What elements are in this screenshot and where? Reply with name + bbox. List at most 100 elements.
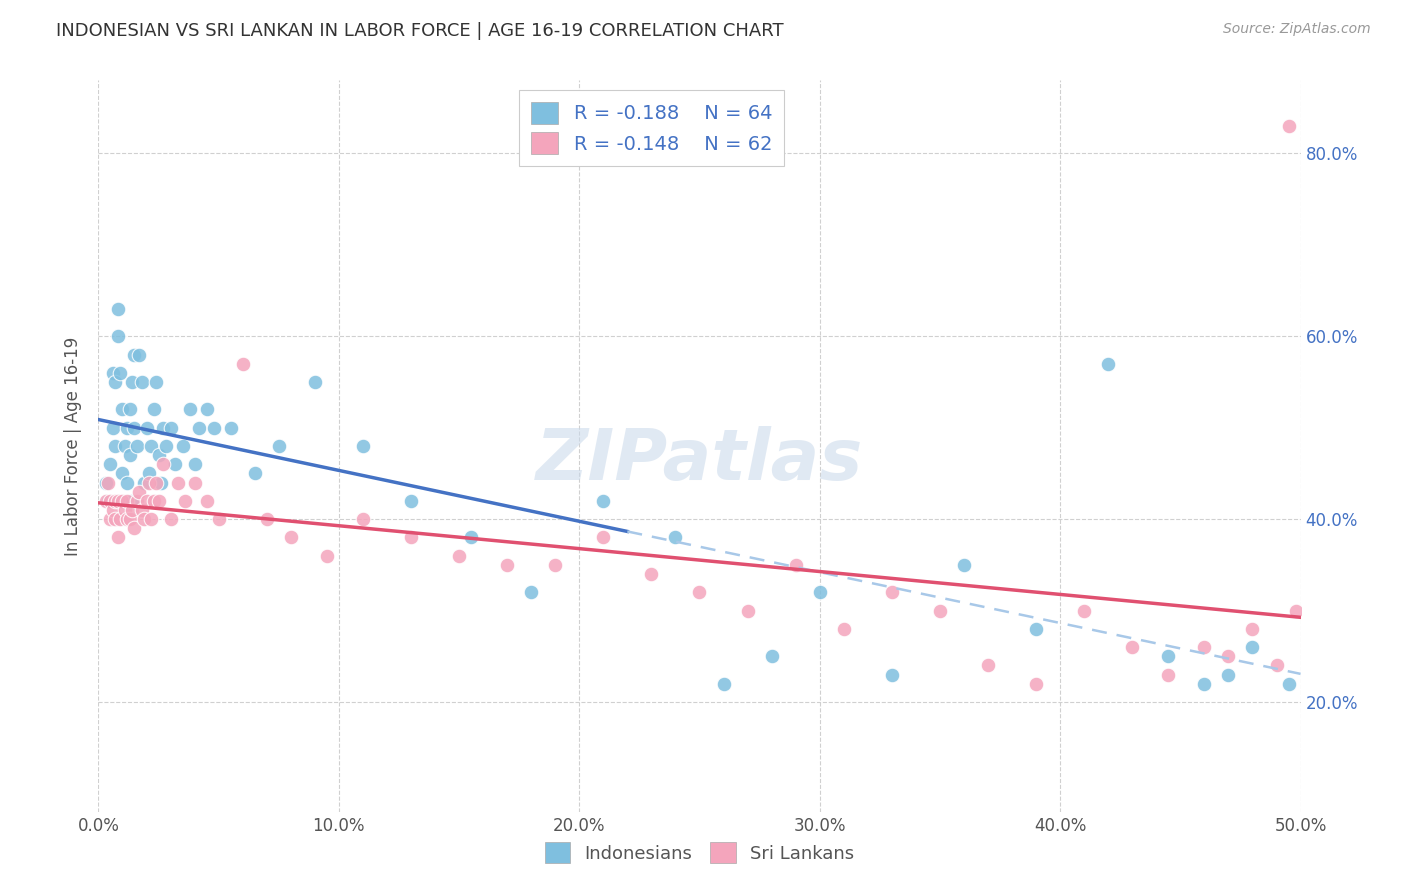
Point — [165, 457, 187, 471]
Point — [640, 567, 662, 582]
Point — [111, 467, 134, 481]
Point — [352, 439, 374, 453]
Point — [117, 512, 139, 526]
Point — [114, 503, 136, 517]
Point — [159, 421, 181, 435]
Point — [111, 402, 134, 417]
Point — [202, 421, 225, 435]
Point — [713, 676, 735, 690]
Point — [141, 512, 163, 526]
Point — [118, 512, 141, 526]
Point — [121, 494, 143, 508]
Point — [1025, 676, 1047, 690]
Point — [447, 549, 470, 563]
Point — [152, 457, 174, 471]
Text: INDONESIAN VS SRI LANKAN IN LABOR FORCE | AGE 16-19 CORRELATION CHART: INDONESIAN VS SRI LANKAN IN LABOR FORCE … — [56, 22, 785, 40]
Point — [107, 494, 129, 508]
Point — [128, 348, 150, 362]
Point — [117, 494, 139, 508]
Point — [121, 503, 143, 517]
Point — [104, 439, 127, 453]
Point — [1157, 649, 1180, 664]
Point — [101, 366, 124, 380]
Point — [1218, 649, 1240, 664]
Point — [737, 603, 759, 617]
Point — [195, 494, 218, 508]
Point — [761, 649, 783, 664]
Point — [132, 475, 155, 490]
Point — [142, 402, 165, 417]
Point — [1097, 357, 1119, 371]
Point — [460, 530, 482, 544]
Point — [664, 530, 686, 544]
Point — [808, 585, 831, 599]
Point — [117, 421, 139, 435]
Point — [977, 658, 1000, 673]
Point — [108, 512, 131, 526]
Point — [111, 494, 134, 508]
Point — [1277, 676, 1299, 690]
Point — [124, 521, 146, 535]
Point — [107, 329, 129, 343]
Point — [1277, 119, 1299, 133]
Point — [145, 375, 167, 389]
Point — [166, 475, 188, 490]
Point — [592, 530, 614, 544]
Point — [100, 494, 122, 508]
Point — [243, 467, 266, 481]
Point — [101, 503, 124, 517]
Point — [496, 558, 519, 572]
Point — [315, 549, 337, 563]
Point — [1025, 622, 1047, 636]
Point — [1194, 676, 1216, 690]
Point — [145, 475, 167, 490]
Point — [135, 494, 157, 508]
Point — [1157, 667, 1180, 681]
Point — [104, 512, 127, 526]
Point — [1241, 640, 1264, 655]
Point — [928, 603, 950, 617]
Point — [280, 530, 302, 544]
Point — [179, 402, 201, 417]
Point — [159, 512, 181, 526]
Point — [97, 494, 120, 508]
Point — [142, 494, 165, 508]
Text: Source: ZipAtlas.com: Source: ZipAtlas.com — [1223, 22, 1371, 37]
Point — [124, 421, 146, 435]
Point — [121, 375, 143, 389]
Point — [520, 585, 543, 599]
Point — [832, 622, 855, 636]
Point — [544, 558, 567, 572]
Point — [1265, 658, 1288, 673]
Point — [125, 494, 148, 508]
Point — [104, 494, 127, 508]
Point — [1285, 603, 1308, 617]
Point — [131, 503, 153, 517]
Point — [219, 421, 242, 435]
Point — [304, 375, 326, 389]
Point — [208, 512, 231, 526]
Legend: Indonesians, Sri Lankans: Indonesians, Sri Lankans — [536, 833, 863, 872]
Point — [118, 402, 141, 417]
Point — [399, 530, 422, 544]
Point — [104, 375, 127, 389]
Point — [195, 402, 218, 417]
Point — [1121, 640, 1143, 655]
Point — [138, 467, 160, 481]
Point — [124, 348, 146, 362]
Point — [172, 439, 194, 453]
Point — [100, 457, 122, 471]
Point — [188, 421, 211, 435]
Point — [953, 558, 976, 572]
Point — [689, 585, 711, 599]
Point — [141, 439, 163, 453]
Point — [114, 439, 136, 453]
Y-axis label: In Labor Force | Age 16-19: In Labor Force | Age 16-19 — [65, 336, 83, 556]
Point — [352, 512, 374, 526]
Point — [148, 448, 170, 462]
Point — [232, 357, 254, 371]
Point — [107, 301, 129, 316]
Point — [880, 667, 903, 681]
Point — [256, 512, 278, 526]
Point — [148, 494, 170, 508]
